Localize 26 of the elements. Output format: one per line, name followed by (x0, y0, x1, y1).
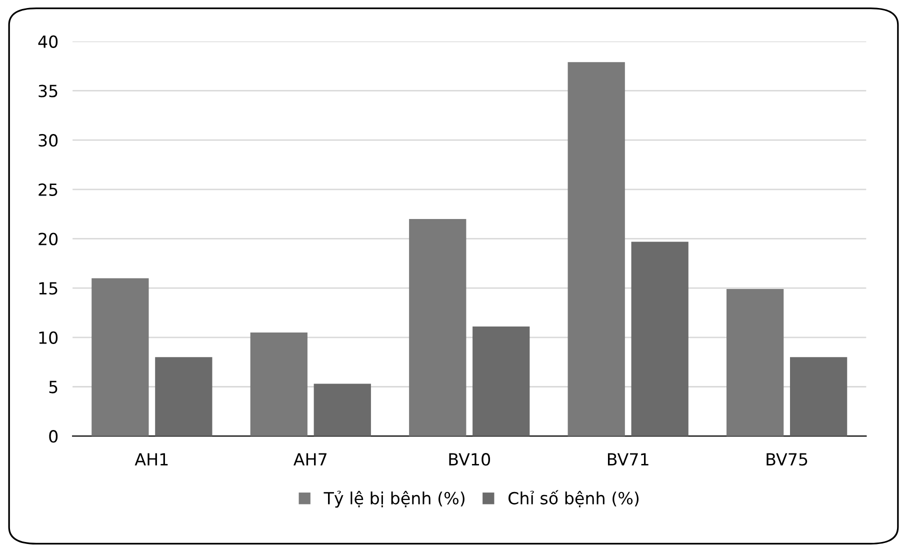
bar (314, 384, 371, 436)
x-tick-label: BV75 (766, 453, 808, 466)
x-tick-label: BV10 (449, 453, 490, 466)
y-tick-label: 15 (39, 282, 58, 295)
y-tick-label: 20 (38, 232, 58, 246)
bar (250, 332, 308, 436)
x-tick-label: AH1 (134, 453, 168, 466)
bar (92, 278, 149, 436)
legend-label: Chỉ số bệnh (%) (508, 490, 639, 508)
bar (726, 289, 784, 436)
x-tick-label: AH7 (294, 453, 326, 466)
y-tick-label: 40 (38, 35, 58, 48)
bar (472, 326, 530, 436)
bar (790, 357, 848, 436)
y-tick-label: 35 (38, 84, 58, 98)
bar (631, 242, 688, 436)
y-tick-label: 25 (38, 183, 58, 196)
y-tick-label: 30 (38, 134, 58, 147)
bar (568, 62, 625, 436)
legend-label: Tỷ lệ bị bệnh (%) (324, 490, 464, 508)
bar (155, 357, 212, 436)
y-tick-label: 5 (49, 380, 58, 394)
y-tick-label: 10 (39, 331, 58, 344)
y-tick-label: 0 (49, 430, 58, 443)
bar (409, 219, 466, 436)
x-tick-label: BV71 (608, 453, 648, 466)
